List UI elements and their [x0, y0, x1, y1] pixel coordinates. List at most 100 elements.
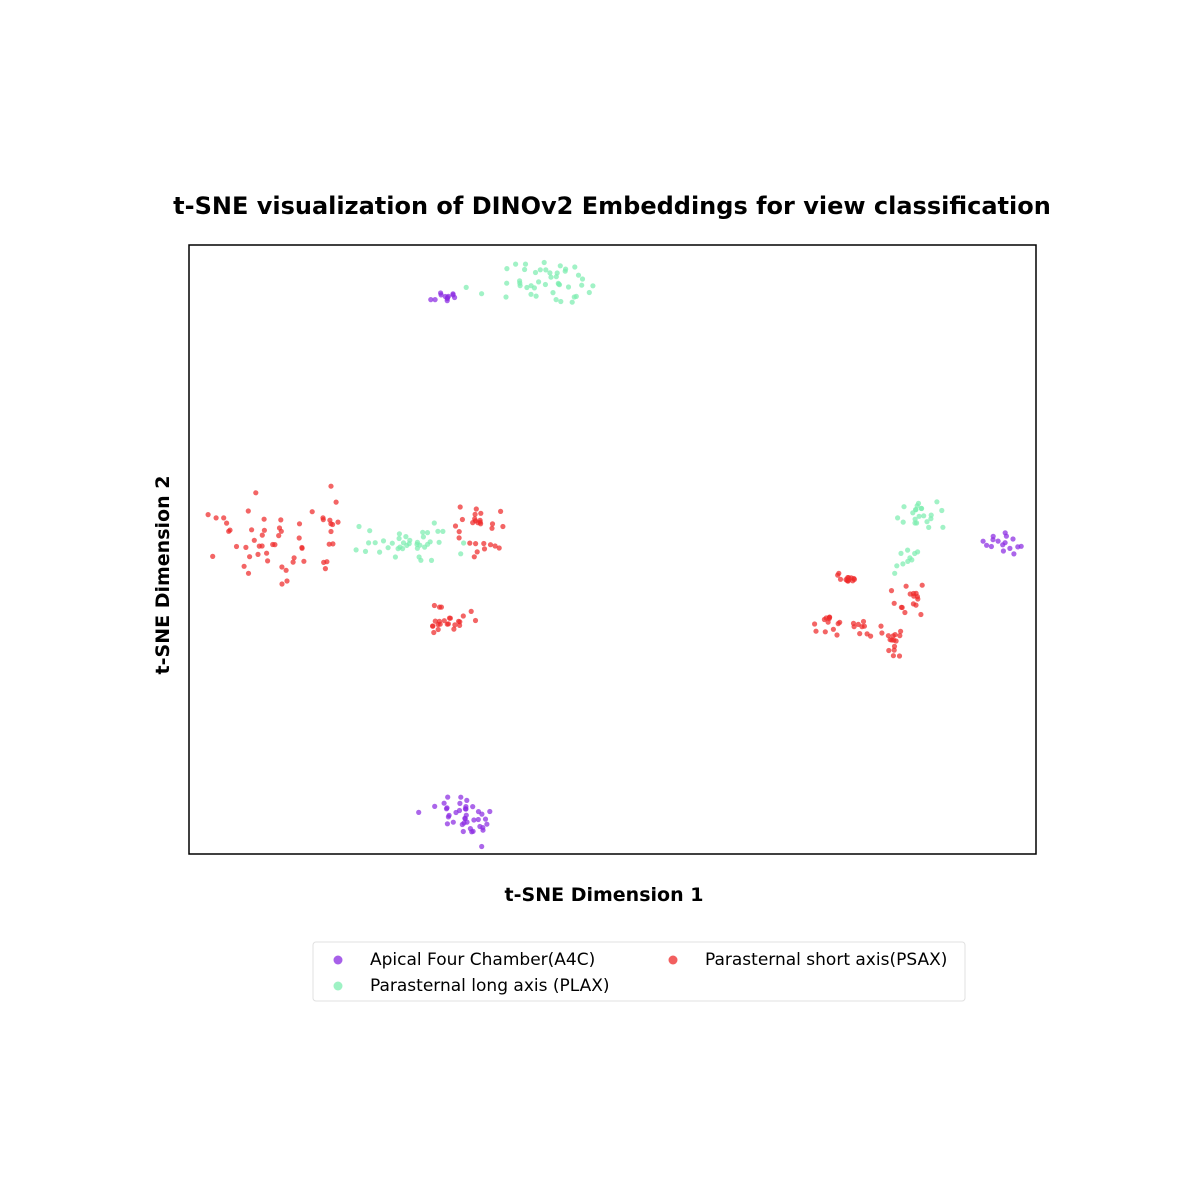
data-point-plax: [418, 557, 424, 563]
data-point-psax: [253, 490, 259, 496]
x-axis-label: t-SNE Dimension 1: [505, 884, 704, 906]
data-point-psax: [837, 576, 844, 582]
data-point-a4c: [462, 806, 468, 812]
data-point-a4c: [480, 825, 486, 831]
data-point-plax: [565, 284, 572, 290]
data-point-a4c: [461, 820, 467, 826]
data-point-plax: [928, 512, 934, 518]
data-point-plax: [407, 537, 413, 543]
legend-label-a4c: Apical Four Chamber(A4C): [370, 950, 595, 970]
data-point-plax: [542, 281, 549, 288]
data-point-a4c: [441, 800, 447, 806]
legend-frame: [312, 941, 966, 1002]
data-point-psax: [891, 600, 897, 606]
data-point-psax: [435, 626, 441, 633]
data-point-psax: [478, 510, 484, 516]
data-point-plax: [940, 524, 946, 530]
data-point-a4c: [462, 815, 468, 821]
data-point-plax: [392, 554, 398, 560]
data-point-plax: [403, 534, 409, 540]
chart-title: t-SNE visualization of DINOv2 Embeddings…: [173, 192, 1051, 220]
data-point-psax: [224, 520, 230, 526]
data-point-psax: [890, 653, 897, 659]
data-point-psax: [487, 542, 494, 548]
data-point-a4c: [984, 542, 990, 548]
data-point-plax: [554, 270, 560, 276]
legend: Apical Four Chamber(A4C) Parasternal lon…: [312, 941, 966, 1002]
data-point-psax: [472, 511, 478, 517]
data-point-psax: [452, 622, 458, 628]
data-point-plax: [563, 266, 569, 272]
data-point-plax: [362, 548, 369, 555]
data-point-psax: [255, 551, 261, 558]
data-point-plax: [522, 261, 529, 267]
data-point-a4c: [1018, 543, 1024, 549]
data-point-psax: [825, 619, 831, 625]
data-point-plax: [517, 278, 523, 284]
data-point-plax: [553, 297, 559, 303]
legend-marker-plax: [333, 981, 343, 991]
data-point-plax: [892, 570, 898, 576]
data-point-a4c: [460, 828, 466, 835]
data-point-plax: [461, 540, 467, 546]
data-point-psax: [835, 572, 841, 578]
data-point-a4c: [453, 809, 459, 816]
data-point-psax: [468, 608, 474, 615]
data-point-plax: [909, 557, 915, 563]
data-point-psax: [460, 613, 466, 619]
data-point-plax: [458, 551, 464, 557]
data-point-psax: [233, 543, 240, 550]
data-point-a4c: [444, 821, 450, 827]
data-point-plax: [380, 538, 387, 544]
data-point-plax: [934, 499, 940, 505]
data-point-plax: [548, 274, 554, 280]
data-point-a4c: [479, 811, 485, 817]
data-point-psax: [822, 629, 828, 635]
data-point-plax: [385, 545, 391, 551]
data-point-psax: [290, 559, 296, 565]
y-axis-label: t-SNE Dimension 2: [152, 476, 174, 675]
data-point-a4c: [1010, 536, 1016, 542]
data-point-a4c: [980, 538, 986, 544]
data-point-a4c: [471, 817, 477, 823]
data-point-plax: [513, 261, 519, 267]
data-point-psax: [296, 535, 302, 541]
plot-area: [188, 244, 1037, 855]
data-point-psax: [459, 516, 465, 523]
data-point-psax: [438, 604, 444, 610]
data-point-psax: [328, 528, 334, 535]
data-point-psax: [896, 653, 903, 659]
data-point-plax: [422, 544, 428, 550]
data-point-psax: [903, 583, 909, 589]
data-point-a4c: [1002, 540, 1008, 546]
data-point-psax: [210, 553, 216, 560]
data-point-plax: [440, 528, 446, 535]
data-point-plax: [894, 563, 900, 569]
data-point-plax: [541, 259, 547, 266]
data-point-psax: [243, 544, 249, 551]
data-point-psax: [284, 578, 290, 584]
data-point-psax: [457, 504, 463, 510]
data-point-plax: [503, 294, 509, 300]
data-point-psax: [477, 517, 483, 524]
data-point-psax: [473, 506, 479, 512]
data-point-psax: [500, 523, 506, 530]
data-point-a4c: [479, 843, 485, 850]
data-point-psax: [860, 618, 867, 625]
data-point-psax: [456, 535, 462, 541]
data-point-psax: [496, 545, 502, 551]
data-point-psax: [330, 521, 336, 528]
data-point-plax: [900, 519, 906, 525]
data-point-psax: [913, 602, 919, 608]
data-point-psax: [914, 594, 921, 600]
data-point-a4c: [445, 293, 451, 299]
data-point-plax: [572, 264, 578, 270]
data-point-plax: [916, 513, 922, 519]
data-point-plax: [901, 504, 907, 510]
data-point-psax: [431, 602, 437, 609]
data-point-plax: [424, 530, 431, 536]
data-point-plax: [905, 547, 911, 553]
data-point-plax: [547, 270, 553, 276]
data-point-a4c: [484, 821, 490, 827]
data-point-psax: [481, 546, 488, 552]
